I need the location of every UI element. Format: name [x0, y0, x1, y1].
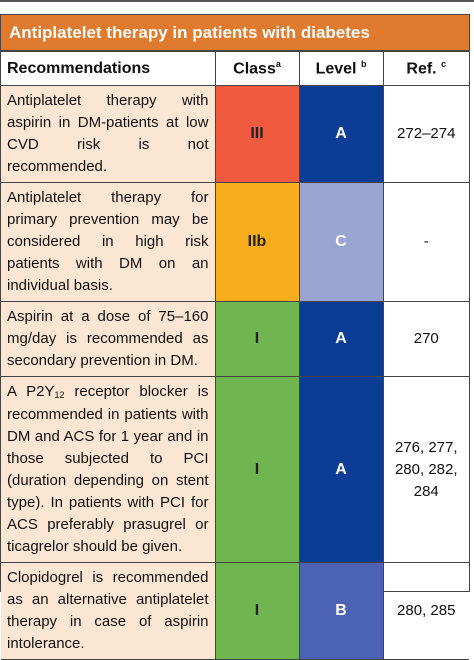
- recommendation-text: Antiplatelet therapy for primary prevent…: [1, 182, 216, 302]
- table-row: Antiplatelet therapy for primary prevent…: [1, 182, 469, 302]
- class-cell: III: [214, 85, 300, 183]
- table-row: Clopidogrel is recommended as an alterna…: [1, 562, 469, 660]
- ref-cell: 280, 285: [382, 562, 469, 660]
- top-rule: [0, 0, 474, 2]
- ref-cell: 276, 277, 280, 282, 284: [382, 376, 469, 563]
- level-cell: A: [298, 301, 384, 377]
- recommendation-text: Aspirin at a dose of 75–160 mg/day is re…: [1, 301, 216, 377]
- ref-cell: 270: [382, 301, 469, 377]
- ref-cell: 272–274: [382, 85, 469, 183]
- level-cell: C: [298, 182, 384, 302]
- header-class: Classa: [214, 51, 300, 86]
- class-cell: I: [214, 376, 300, 563]
- recommendation-text: A P2Y12 receptor blocker is recommended …: [1, 376, 216, 563]
- level-cell: A: [298, 376, 384, 563]
- class-cell: IIb: [214, 182, 300, 302]
- table-row: Aspirin at a dose of 75–160 mg/day is re…: [1, 301, 469, 377]
- header-ref: Ref. c: [382, 51, 469, 86]
- recommendation-text: Antiplatelet therapy with aspirin in DM-…: [1, 85, 216, 183]
- ref-cell: -: [382, 182, 469, 302]
- header-row: Recommendations Classa Level b Ref. c: [1, 51, 469, 86]
- recommendation-box: Antiplatelet therapy in patients with di…: [0, 14, 470, 660]
- level-cell: B: [298, 562, 384, 660]
- table-row: Antiplatelet therapy with aspirin in DM-…: [1, 85, 469, 183]
- class-cell: I: [214, 562, 300, 660]
- header-recommendations: Recommendations: [1, 51, 216, 86]
- header-level: Level b: [298, 51, 384, 86]
- recommendation-table: Recommendations Classa Level b Ref. c An…: [1, 51, 469, 660]
- recommendation-text: Clopidogrel is recommended as an alterna…: [1, 562, 216, 660]
- table-row: A P2Y12 receptor blocker is recommended …: [1, 376, 469, 563]
- level-cell: A: [298, 85, 384, 183]
- class-cell: I: [214, 301, 300, 377]
- box-title: Antiplatelet therapy in patients with di…: [1, 15, 469, 51]
